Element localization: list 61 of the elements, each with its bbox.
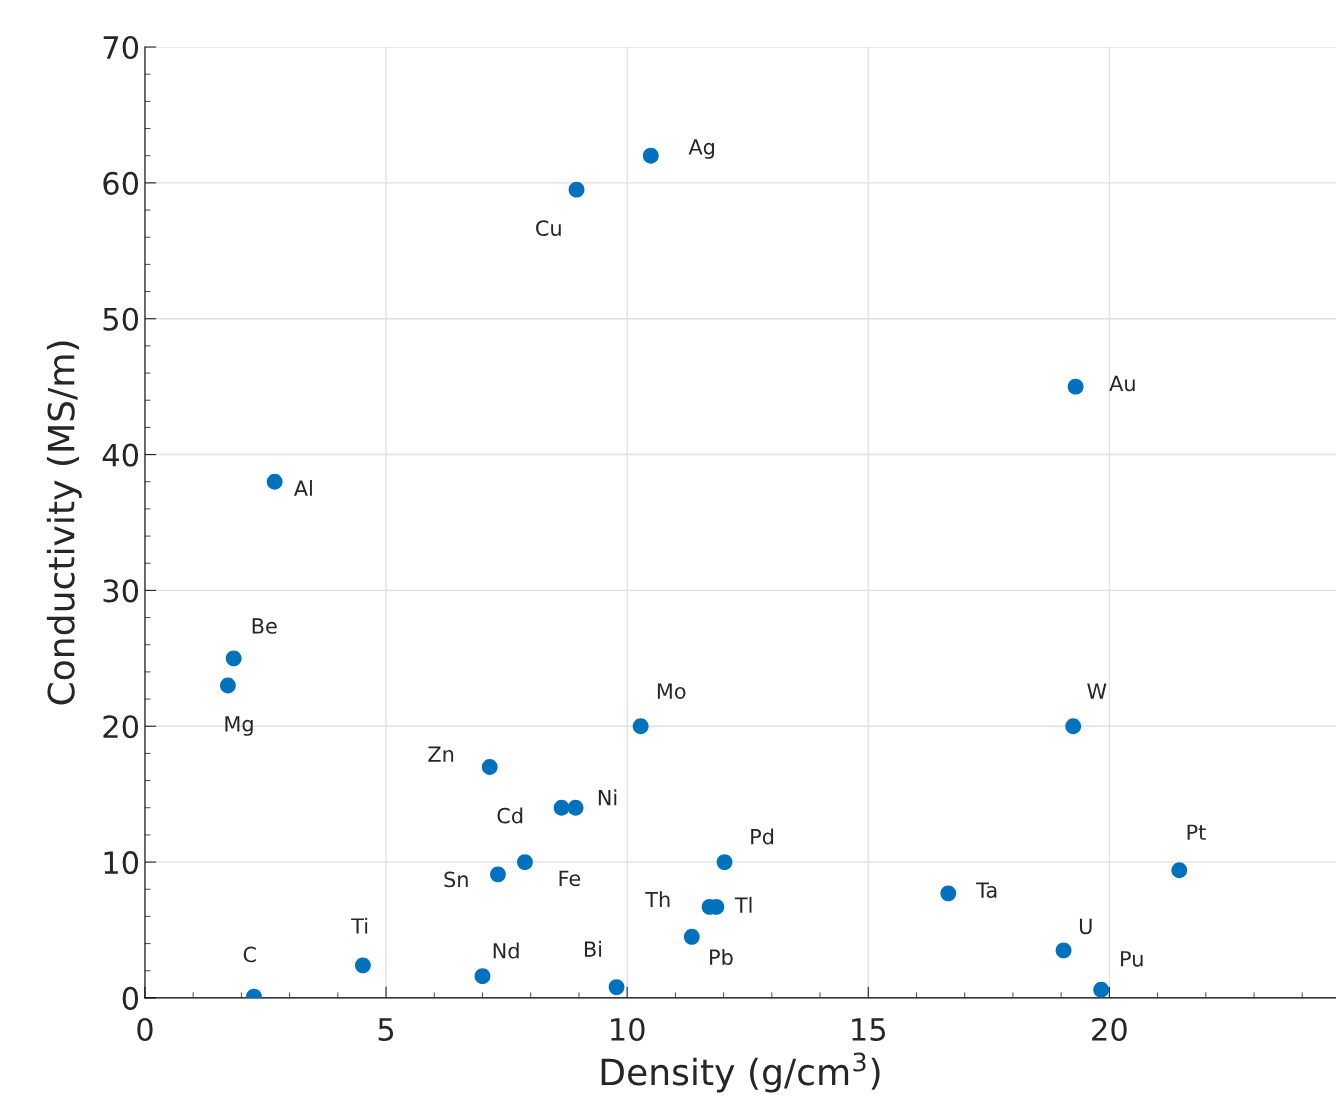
point — [517, 854, 533, 870]
annotation: Be — [252, 618, 277, 634]
annotation: Cd — [497, 807, 523, 824]
y-tick-label: 50 — [103, 307, 139, 331]
point — [219, 677, 236, 694]
annotation: Zn — [428, 746, 454, 762]
point — [608, 979, 625, 995]
annotation: Pt — [1187, 824, 1206, 840]
annotation: Nd — [493, 942, 519, 959]
annotation: Fe — [559, 870, 581, 887]
point — [568, 181, 585, 198]
annotation: Al — [293, 479, 312, 496]
point — [1065, 718, 1082, 735]
x-tick-label: 10 — [611, 1017, 645, 1042]
point — [266, 473, 283, 490]
y-tick-label: 30 — [103, 579, 139, 603]
annotation: Ni — [598, 789, 617, 806]
point — [1067, 378, 1084, 395]
annotation: Cu — [536, 220, 561, 236]
point — [225, 650, 242, 667]
point — [481, 759, 498, 775]
x-tick-label: 5 — [378, 1018, 394, 1042]
y-tick-label: 60 — [103, 171, 139, 195]
point — [553, 799, 570, 816]
x-tick-label: 20 — [1092, 1017, 1127, 1042]
annotation: U — [1079, 918, 1092, 935]
x-tick-label: 15 — [852, 1018, 886, 1042]
point — [567, 799, 584, 816]
point — [716, 854, 733, 870]
y-axis-title: Conductivity (MS/m) — [46, 341, 82, 705]
y-tick-label: 10 — [104, 851, 139, 875]
point — [1171, 862, 1188, 879]
y-tick-label: 20 — [103, 715, 139, 739]
point — [1093, 981, 1110, 998]
y-tick-label: 70 — [103, 35, 139, 60]
point — [490, 866, 506, 883]
annotation: Ag — [688, 139, 715, 159]
annotation: Ti — [351, 917, 368, 934]
y-tick-label: 0 — [122, 986, 139, 1010]
point — [474, 968, 491, 985]
annotation: Bi — [584, 940, 602, 957]
point — [354, 957, 371, 974]
point — [940, 885, 957, 902]
point — [683, 928, 700, 945]
point — [1055, 942, 1072, 959]
annotation: Pb — [710, 948, 733, 966]
y-tick-label: 40 — [102, 443, 139, 467]
annotation: Mo — [657, 683, 686, 699]
annotation: Sn — [444, 871, 468, 888]
annotation: Tl — [734, 896, 752, 913]
annotation: Th — [645, 891, 670, 908]
annotation: Pu — [1121, 951, 1143, 967]
annotation: W — [1087, 683, 1107, 699]
annotation: Ta — [976, 882, 997, 898]
annotation: Pd — [751, 828, 774, 845]
x-axis-title: Density (g/cm$^{3}$) — [601, 1052, 880, 1093]
point — [632, 718, 649, 735]
annotation: Mg — [225, 716, 253, 736]
point — [642, 147, 659, 164]
annotation: Au — [1109, 375, 1135, 392]
annotation: C — [243, 946, 256, 963]
